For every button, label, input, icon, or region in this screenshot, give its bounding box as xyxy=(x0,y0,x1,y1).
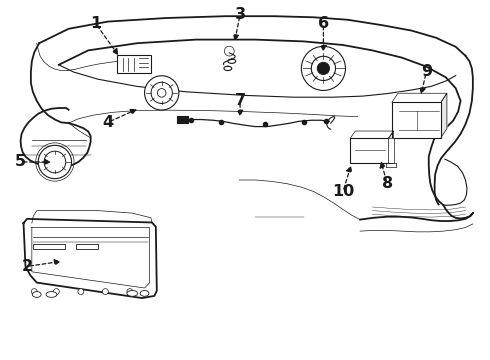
Circle shape xyxy=(44,151,66,173)
Circle shape xyxy=(145,76,179,110)
Ellipse shape xyxy=(46,292,57,297)
Bar xyxy=(33,244,65,249)
Text: 7: 7 xyxy=(235,93,245,108)
Bar xyxy=(76,244,98,249)
Polygon shape xyxy=(389,131,393,163)
Circle shape xyxy=(38,145,72,179)
Ellipse shape xyxy=(127,291,138,296)
Circle shape xyxy=(157,89,166,97)
Text: 2: 2 xyxy=(22,259,32,274)
Text: 8: 8 xyxy=(382,176,392,191)
Bar xyxy=(388,138,394,163)
Bar xyxy=(117,55,151,73)
Bar xyxy=(350,138,389,163)
Circle shape xyxy=(127,289,133,294)
Text: 5: 5 xyxy=(15,154,26,170)
Circle shape xyxy=(224,46,234,56)
Circle shape xyxy=(317,62,330,75)
Polygon shape xyxy=(441,93,447,138)
Circle shape xyxy=(53,289,59,294)
Ellipse shape xyxy=(140,291,149,296)
Circle shape xyxy=(311,56,336,81)
Polygon shape xyxy=(350,131,393,138)
Bar xyxy=(392,102,441,138)
Text: 9: 9 xyxy=(421,64,432,80)
Circle shape xyxy=(78,289,84,294)
Text: 1: 1 xyxy=(90,16,101,31)
Bar xyxy=(177,116,188,123)
Text: 6: 6 xyxy=(318,16,329,31)
Circle shape xyxy=(151,82,172,104)
Circle shape xyxy=(102,289,108,294)
Ellipse shape xyxy=(32,292,41,297)
Text: 10: 10 xyxy=(332,184,354,199)
Polygon shape xyxy=(392,93,447,102)
Circle shape xyxy=(301,46,345,90)
Circle shape xyxy=(31,289,37,294)
Text: 3: 3 xyxy=(235,7,245,22)
Text: 4: 4 xyxy=(102,115,113,130)
